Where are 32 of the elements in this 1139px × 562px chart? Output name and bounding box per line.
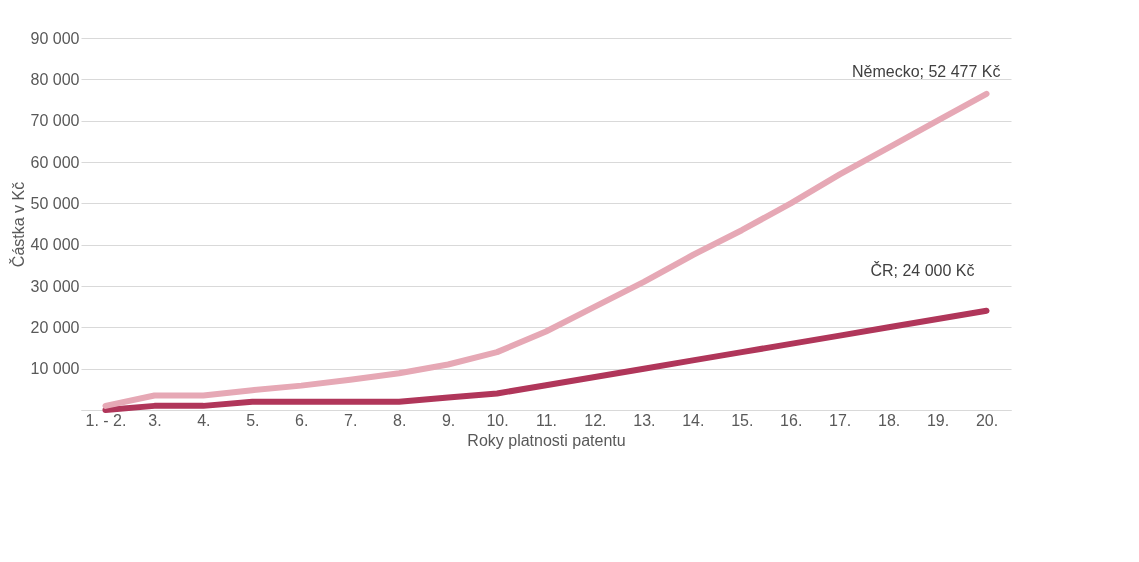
x-tick-label: 15.	[731, 411, 754, 429]
y-tick-label: 90 000	[30, 29, 80, 47]
x-tick-label: 16.	[780, 411, 803, 429]
x-tick-label: 7.	[344, 411, 358, 429]
x-tick-label: 3.	[148, 411, 162, 429]
annotation: Německo; 52 477 Kč	[852, 62, 1001, 80]
x-tick-label: 13.	[633, 411, 656, 429]
x-axis-title: Roky platnosti patentu	[467, 431, 626, 449]
y-axis-title: Částka v Kč	[8, 181, 27, 268]
y-tick-label: 20 000	[30, 318, 80, 336]
x-tick-label: 12.	[584, 411, 607, 429]
y-tick-label: 40 000	[30, 236, 80, 254]
x-tick-label: 14.	[682, 411, 705, 429]
y-tick-label: 80 000	[30, 70, 80, 88]
x-tick-label: 4.	[197, 411, 211, 429]
x-tick-label: 9.	[441, 411, 456, 429]
x-tick-label: 10.	[486, 411, 509, 429]
x-tick-label: 1. - 2.	[85, 411, 127, 429]
x-tick-label: 19.	[926, 411, 950, 429]
x-tick-label: 17.	[829, 411, 852, 429]
x-tick-label: 8.	[392, 411, 407, 429]
x-tick-label: 20.	[975, 411, 999, 429]
x-tick-label: 6.	[295, 411, 309, 429]
y-tick-label: 50 000	[30, 194, 80, 212]
y-tick-label: 10 000	[30, 360, 80, 378]
x-tick-label: 5.	[246, 411, 260, 429]
y-tick-label: 70 000	[30, 112, 80, 130]
y-tick-label: 60 000	[30, 153, 80, 171]
annotation: ČR; 24 000 Kč	[870, 260, 975, 279]
x-tick-label: 18.	[878, 411, 901, 429]
y-tick-label: 30 000	[30, 277, 80, 295]
x-tick-label: 11.	[535, 411, 558, 429]
